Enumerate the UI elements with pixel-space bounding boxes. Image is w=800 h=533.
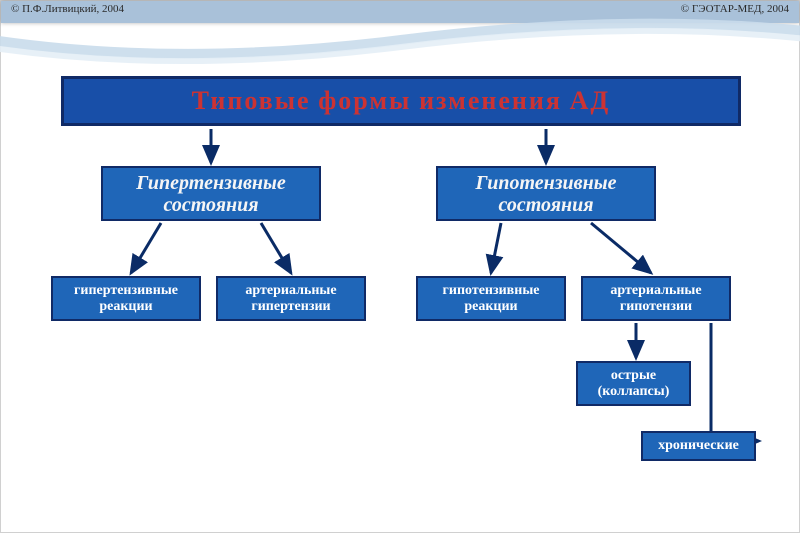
node-acute: острые (коллапсы): [576, 361, 691, 406]
node-root: Типовые формы изменения АД: [61, 76, 741, 126]
edge-hypo_art-chronic: [711, 323, 759, 441]
node-hyper: Гипертензивные состояния: [101, 166, 321, 221]
copyright-right: © ГЭОТАР-МЕД, 2004: [681, 3, 789, 15]
node-hypo_react: гипотензивные реакции: [416, 276, 566, 321]
edge-hypo-hypo_art: [591, 223, 651, 273]
node-hypo: Гипотензивные состояния: [436, 166, 656, 221]
copyright-left: © П.Ф.Литвицкий, 2004: [11, 3, 124, 15]
node-chronic: хронические: [641, 431, 756, 461]
node-hyper_react: гипертензивные реакции: [51, 276, 201, 321]
node-hypo_art: артериальные гипотензии: [581, 276, 731, 321]
edge-hyper-hyper_react: [131, 223, 161, 273]
slide: © П.Ф.Литвицкий, 2004 © ГЭОТАР-МЕД, 2004…: [0, 0, 800, 533]
edge-hypo-hypo_react: [491, 223, 501, 273]
swoosh-decoration: [0, 15, 800, 75]
edge-hyper-hyper_art: [261, 223, 291, 273]
node-hyper_art: артериальные гипертензии: [216, 276, 366, 321]
